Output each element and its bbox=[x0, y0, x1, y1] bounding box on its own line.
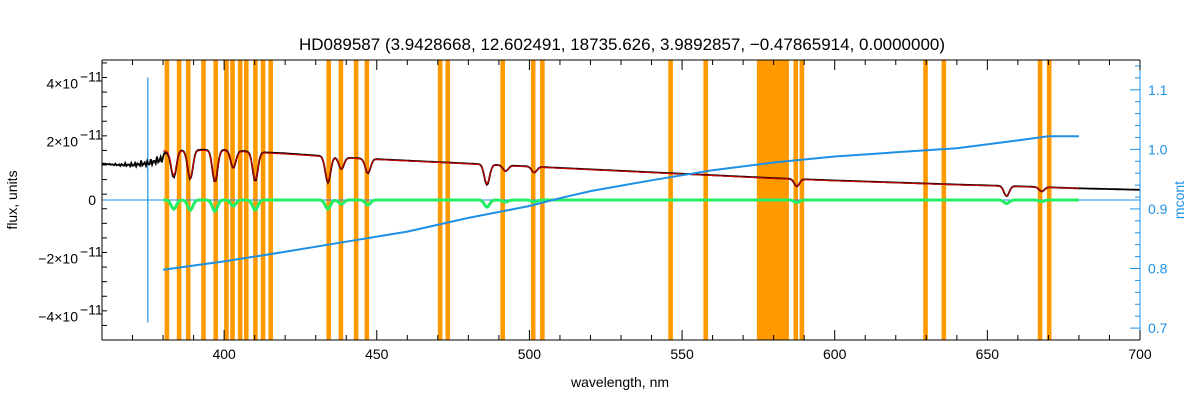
y2-tick-label: 0.8 bbox=[1148, 261, 1168, 277]
y2-tick-label: 0.9 bbox=[1148, 201, 1168, 217]
y-tick-label: 4×10 bbox=[46, 75, 78, 91]
x-tick-label: 700 bbox=[1128, 346, 1152, 362]
model-spectrum bbox=[163, 149, 1079, 197]
x-tick-label: 600 bbox=[823, 346, 847, 362]
y-tick-label: −4×10 bbox=[38, 309, 78, 325]
y-tick-exponent: −11 bbox=[80, 68, 103, 84]
y-tick-exponent: −11 bbox=[80, 302, 103, 318]
y2-axis-label: mcont bbox=[1171, 181, 1187, 219]
x-axis-label: wavelength, nm bbox=[570, 374, 669, 390]
spectrum-series bbox=[101, 77, 1140, 323]
y-tick-exponent: −11 bbox=[80, 127, 103, 143]
residual-series bbox=[163, 198, 1079, 214]
x-tick-label: 500 bbox=[518, 346, 542, 362]
x-tick-label: 650 bbox=[976, 346, 1000, 362]
y-tick-exponent: −11 bbox=[80, 243, 103, 259]
y-tick-label: 0 bbox=[88, 192, 96, 208]
y2-tick-label: 1.1 bbox=[1148, 82, 1168, 98]
continuum-series bbox=[162, 135, 1079, 271]
y2-tick-label: 1.0 bbox=[1148, 141, 1168, 157]
y-tick-label: −2×10 bbox=[38, 250, 78, 266]
x-tick-label: 400 bbox=[212, 346, 236, 362]
x-tick-label: 550 bbox=[670, 346, 694, 362]
y-tick-label: 2×10 bbox=[46, 134, 78, 150]
y-axis-label: flux, units bbox=[4, 170, 20, 229]
x-tick-label: 450 bbox=[365, 346, 389, 362]
y2-tick-label: 0.7 bbox=[1148, 320, 1168, 336]
chart-title: HD089587 (3.9428668, 12.602491, 18735.62… bbox=[299, 35, 945, 54]
